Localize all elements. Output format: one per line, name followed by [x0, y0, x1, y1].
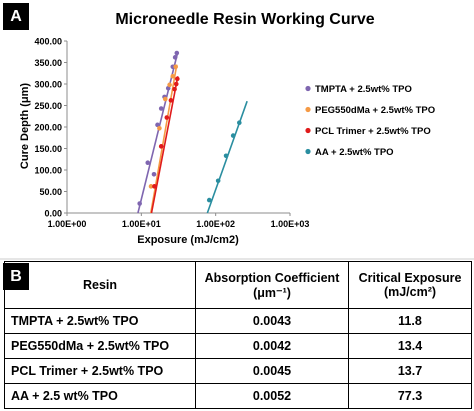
cell-critical: 11.8 [348, 308, 472, 334]
header-critical: Critical Exposure (mJ/cm²) [348, 261, 472, 309]
table-row: TMPTA + 2.5wt% TPO 0.0043 11.8 [4, 308, 472, 334]
legend-marker [305, 85, 311, 92]
panel-divider [0, 258, 474, 260]
x-tick-label: 1.00E+01 [122, 219, 161, 229]
legend: TMPTA + 2.5wt% TPO PEG550dMa + 2.5wt% TPO… [305, 84, 435, 158]
data-point [173, 64, 179, 70]
table-header-row: Resin Absorption Coefficient (μm⁻¹) Crit… [4, 261, 472, 309]
data-point [148, 184, 154, 189]
y-tick-label: 250.00 [34, 101, 62, 111]
y-tick-label: 0.00 [44, 209, 62, 219]
legend-label: PEG550dMa + 2.5wt% TPO [315, 105, 435, 116]
legend-label: TMPTA + 2.5wt% TPO [315, 84, 412, 95]
data-point [215, 178, 221, 184]
data-points [137, 50, 242, 206]
fit-lines [137, 51, 248, 214]
cell-resin: PCL Trimer + 2.5wt% TPO [4, 358, 196, 384]
data-point [172, 86, 177, 92]
data-point [158, 106, 164, 111]
data-point [162, 96, 168, 102]
y-tick-label: 300.00 [34, 80, 62, 90]
legend-label: AA + 2.5wt% TPO [315, 147, 394, 158]
data-point [145, 160, 151, 165]
cell-critical: 77.3 [348, 383, 472, 409]
y-axis-title: Cure Depth (μm) [19, 83, 31, 170]
fit-line [150, 76, 179, 214]
header-critical-line2: (mJ/cm²) [383, 285, 437, 299]
data-point [157, 125, 162, 131]
cell-resin: AA + 2.5 wt% TPO [4, 383, 196, 409]
fit-line [137, 51, 179, 214]
data-point [158, 144, 164, 149]
x-axis-title: Exposure (mJ/cm2) [137, 234, 239, 246]
y-tick-label: 350.00 [34, 58, 62, 68]
axes: 0.00 50.00 100.00 150.00 200.00 250.00 300.00 3… [34, 37, 309, 230]
legend-label: PCL Trimer + 2.5wt% TPO [315, 126, 431, 137]
data-point [170, 73, 176, 79]
panel-a-label: A [3, 3, 29, 30]
legend-marker [305, 106, 311, 113]
cell-resin: TMPTA + 2.5wt% TPO [4, 308, 196, 334]
chart-title: Microneedle Resin Working Curve [115, 11, 374, 28]
data-point [155, 122, 160, 128]
legend-marker [305, 127, 311, 134]
y-tick-label: 150.00 [34, 144, 62, 154]
data-point [151, 172, 157, 177]
data-point [172, 55, 178, 60]
data-point [164, 115, 170, 120]
x-tick-label: 1.00E+02 [196, 219, 235, 229]
working-curve-chart: Microneedle Resin Working Curve 0.00 50.0… [19, 11, 435, 246]
data-point [173, 81, 179, 87]
y-tick-label: 200.00 [34, 123, 62, 133]
data-point [175, 76, 180, 82]
y-tick-label: 50.00 [39, 187, 62, 197]
cell-absorption: 0.0042 [195, 333, 349, 359]
header-absorption-line2: (μm⁻¹) [253, 285, 291, 300]
cell-absorption: 0.0045 [195, 358, 349, 384]
data-point [174, 50, 180, 56]
data-point [168, 98, 174, 103]
cell-resin: PEG550dMa + 2.5wt% TPO [4, 333, 196, 359]
data-point [167, 82, 172, 88]
fit-line [149, 64, 178, 214]
header-resin: Resin [4, 261, 196, 309]
table-row: PCL Trimer + 2.5wt% TPO 0.0045 13.7 [4, 358, 472, 384]
cell-absorption: 0.0052 [195, 383, 349, 409]
table-row: AA + 2.5 wt% TPO 0.0052 77.3 [4, 383, 472, 409]
header-absorption-line1: Absorption Coefficient [204, 270, 340, 285]
data-point [230, 133, 236, 138]
data-point [206, 197, 212, 203]
data-point [137, 201, 142, 206]
header-absorption: Absorption Coefficient (μm⁻¹) [195, 261, 349, 309]
data-point [152, 184, 157, 189]
data-point [223, 153, 229, 159]
y-tick-label: 400.00 [34, 37, 62, 47]
data-point [237, 120, 242, 125]
x-tick-label: 1.00E+03 [271, 219, 310, 229]
resin-properties-table: Resin Absorption Coefficient (μm⁻¹) Crit… [4, 261, 472, 409]
x-tick-label: 1.00E+00 [48, 219, 87, 229]
y-tick-label: 100.00 [34, 166, 62, 176]
legend-marker [305, 148, 311, 155]
data-point [165, 86, 171, 91]
cell-absorption: 0.0043 [195, 308, 349, 334]
cell-critical: 13.4 [348, 333, 472, 359]
header-resin-text: Resin [82, 278, 118, 292]
cell-critical: 13.7 [348, 358, 472, 384]
header-critical-line1: Critical Exposure [358, 271, 462, 285]
table-row: PEG550dMa + 2.5wt% TPO 0.0042 13.4 [4, 333, 472, 359]
